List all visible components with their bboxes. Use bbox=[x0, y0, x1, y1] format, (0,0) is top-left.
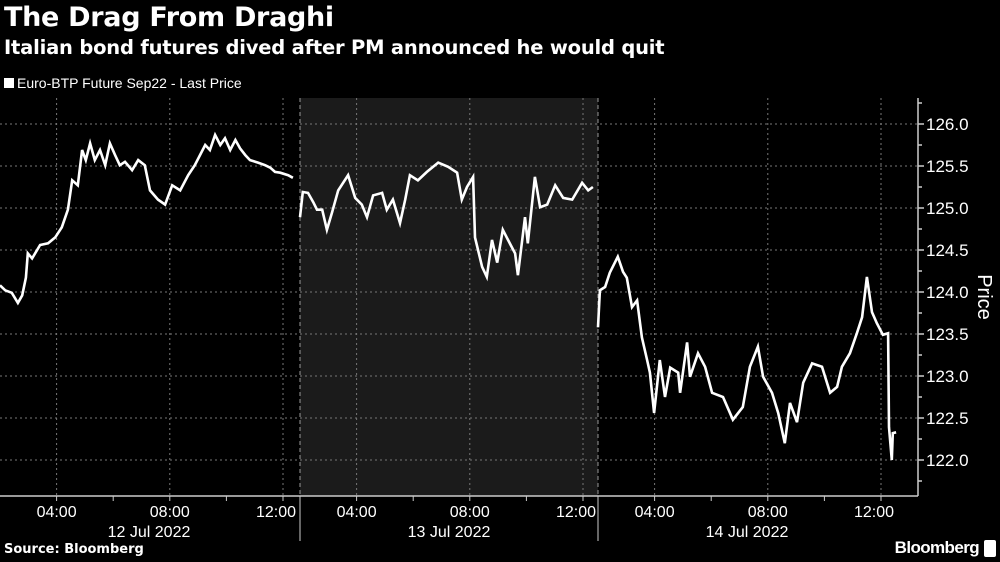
x-date-label: 13 Jul 2022 bbox=[408, 524, 491, 541]
y-tick-label: 124.0 bbox=[926, 283, 969, 302]
x-tick-label: 04:00 bbox=[37, 504, 77, 521]
y-tick-label: 124.5 bbox=[926, 241, 969, 260]
chart-subtitle: Italian bond futures dived after PM anno… bbox=[4, 36, 665, 59]
x-tick-label: 08:00 bbox=[748, 504, 788, 521]
y-tick-label: 123.0 bbox=[926, 367, 969, 386]
legend-label: Euro-BTP Future Sep22 - Last Price bbox=[17, 75, 242, 91]
y-tick-label: 125.5 bbox=[926, 157, 969, 176]
bloomberg-logo: Bloomberg bbox=[895, 538, 996, 558]
x-tick-label: 12:00 bbox=[556, 504, 596, 521]
y-tick-label: 122.5 bbox=[926, 409, 969, 428]
x-date-label: 14 Jul 2022 bbox=[706, 524, 789, 541]
price-line-1 bbox=[0, 131, 294, 306]
x-tick-label: 04:00 bbox=[635, 504, 675, 521]
source-note: Source: Bloomberg bbox=[4, 542, 144, 557]
legend-swatch bbox=[4, 78, 14, 88]
y-tick-label: 122.0 bbox=[926, 451, 969, 470]
price-line-3 bbox=[596, 253, 897, 461]
brand-name: Bloomberg bbox=[894, 538, 980, 557]
legend: Euro-BTP Future Sep22 - Last Price bbox=[4, 75, 242, 91]
x-tick-label: 08:00 bbox=[150, 504, 190, 521]
x-tick-label: 04:00 bbox=[337, 504, 377, 521]
y-tick-label: 126.0 bbox=[926, 115, 969, 134]
x-date-label: 12 Jul 2022 bbox=[108, 524, 191, 541]
price-line-2 bbox=[298, 161, 594, 282]
x-tick-label: 12:00 bbox=[256, 504, 296, 521]
y-tick-label: 123.5 bbox=[926, 325, 969, 344]
chart-title: The Drag From Draghi bbox=[4, 2, 334, 33]
y-tick-label: 125.0 bbox=[926, 199, 969, 218]
bloomberg-terminal-icon bbox=[984, 539, 996, 557]
x-tick-label: 08:00 bbox=[450, 504, 490, 521]
shaded-day-band bbox=[300, 98, 598, 496]
y-axis-label: Price bbox=[973, 274, 995, 320]
x-tick-label: 12:00 bbox=[854, 504, 894, 521]
